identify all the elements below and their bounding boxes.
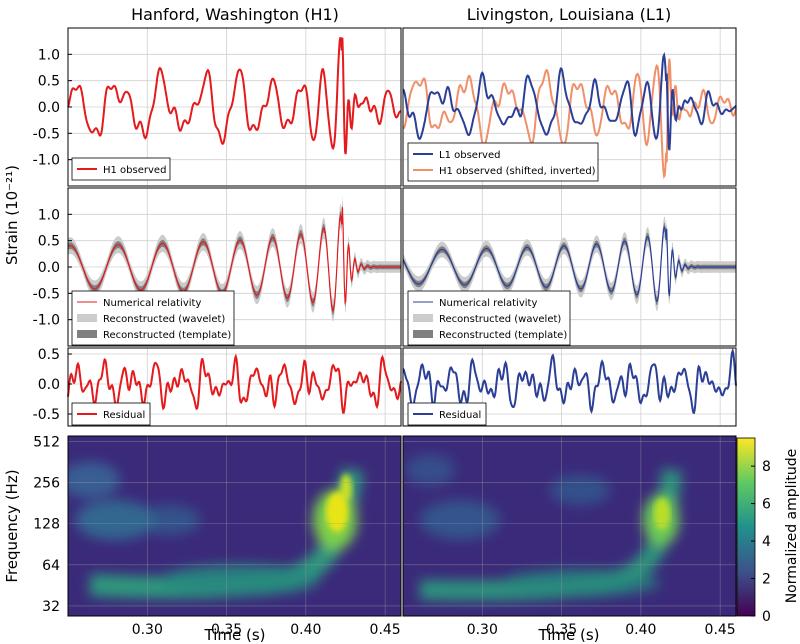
colorbar-tick-label: 8 xyxy=(762,459,771,475)
legend: Residual xyxy=(71,402,151,426)
colorbar-tick-label: 0 xyxy=(762,609,771,625)
ytick-label: 0.5 xyxy=(38,347,60,363)
legend-label: Numerical relativity xyxy=(103,298,201,309)
h1-reconstructed-nr-line xyxy=(67,207,401,312)
colorbar-tick-label: 2 xyxy=(762,572,771,588)
xlabel-h1: Time (s) xyxy=(204,626,266,644)
legend-label: Reconstructed (template) xyxy=(439,330,567,341)
ytick-label: 0.0 xyxy=(38,260,60,276)
colorbar-tick-label: 6 xyxy=(762,497,771,513)
legend-box xyxy=(71,157,171,181)
h1-observed-line xyxy=(67,37,402,155)
l1-reconstructed-nr-line xyxy=(402,226,736,303)
title-h1: Hanford, Washington (H1) xyxy=(131,5,339,24)
legend-label: Reconstructed (template) xyxy=(103,330,231,341)
legend-box xyxy=(407,402,487,426)
ytick-label: 0.0 xyxy=(38,377,60,393)
l1-residual-line xyxy=(402,347,737,415)
legend: L1 observed H1 observed (shifted, inverte… xyxy=(407,142,599,182)
h1-residual-line xyxy=(67,353,402,414)
legend-swatch xyxy=(77,330,97,338)
legend-label: Reconstructed (wavelet) xyxy=(439,314,561,325)
ytick-label: 0.0 xyxy=(38,100,60,116)
h1-reconstructed-wavelet-band xyxy=(68,194,401,322)
legend-box xyxy=(71,290,235,346)
xtick-label: 0.30 xyxy=(467,622,498,638)
legend-label: L1 observed xyxy=(439,150,500,161)
xtick-label: 0.35 xyxy=(211,622,242,638)
legend-box xyxy=(407,290,571,346)
ytick-label: 0.5 xyxy=(38,74,60,90)
ytick-label: -1.0 xyxy=(33,153,60,169)
ytick-label: -0.5 xyxy=(33,126,60,142)
l1-residual-frame xyxy=(402,347,737,427)
h1-spectrogram-frame xyxy=(67,435,402,617)
spectrogram-h1 xyxy=(68,436,401,616)
legend-label: H1 observed xyxy=(103,165,166,176)
ytick-label: 256 xyxy=(33,475,60,491)
ytick-label: 128 xyxy=(33,517,60,533)
legend: H1 observed xyxy=(71,157,171,181)
ytick-label: 32 xyxy=(42,599,60,615)
ytick-label: 1.0 xyxy=(38,47,60,63)
legend-label: Residual xyxy=(439,410,481,421)
xtick-label: 0.30 xyxy=(132,622,163,638)
legend-label: Reconstructed (wavelet) xyxy=(103,314,225,325)
colorbar-label: Normalized amplitude xyxy=(784,449,800,604)
spectrogram-l1 xyxy=(403,436,736,616)
legend-box xyxy=(407,142,599,182)
xtick-label: 0.45 xyxy=(705,622,736,638)
l1-spectrogram-frame xyxy=(402,435,737,617)
xtick-label: 0.45 xyxy=(370,622,401,638)
xtick-label: 0.35 xyxy=(546,622,577,638)
legend-box xyxy=(71,402,151,426)
ytick-label: 64 xyxy=(42,558,60,574)
legend-label: Numerical relativity xyxy=(439,298,537,309)
ytick-label: 1.0 xyxy=(38,207,60,223)
l1-reconstructed-frame xyxy=(402,187,737,347)
colorbar xyxy=(736,437,756,617)
xlabel-l1: Time (s) xyxy=(538,626,600,644)
legend-label: Residual xyxy=(103,410,145,421)
legend: Residual xyxy=(407,402,487,426)
ylabel-strain: Strain (10⁻²¹) xyxy=(3,165,21,265)
ylabel-frequency: Frequency (Hz) xyxy=(3,469,21,582)
ytick-label: -0.5 xyxy=(33,407,60,423)
ytick-label: -1.0 xyxy=(33,313,60,329)
title-l1: Livingston, Louisiana (L1) xyxy=(467,5,671,24)
xtick-label: 0.40 xyxy=(625,622,656,638)
legend: Numerical relativity Reconstructed (wavel… xyxy=(407,290,571,346)
ytick-label: 512 xyxy=(33,434,60,450)
legend-swatch xyxy=(77,314,97,322)
l1-observed-line xyxy=(402,51,737,151)
l1-observed-frame xyxy=(402,27,737,187)
legend-label: H1 observed (shifted, inverted) xyxy=(439,166,596,177)
xtick-label: 0.40 xyxy=(290,622,321,638)
ytick-label: 0.5 xyxy=(38,234,60,250)
h1-residual-frame xyxy=(67,347,402,427)
h1-shifted-inverted-line xyxy=(402,58,737,180)
legend-swatch xyxy=(413,314,433,322)
colorbar-tick-label: 4 xyxy=(762,534,771,550)
legend-swatch xyxy=(413,330,433,338)
ytick-label: -0.5 xyxy=(33,286,60,302)
legend: Numerical relativity Reconstructed (wavel… xyxy=(71,290,235,346)
